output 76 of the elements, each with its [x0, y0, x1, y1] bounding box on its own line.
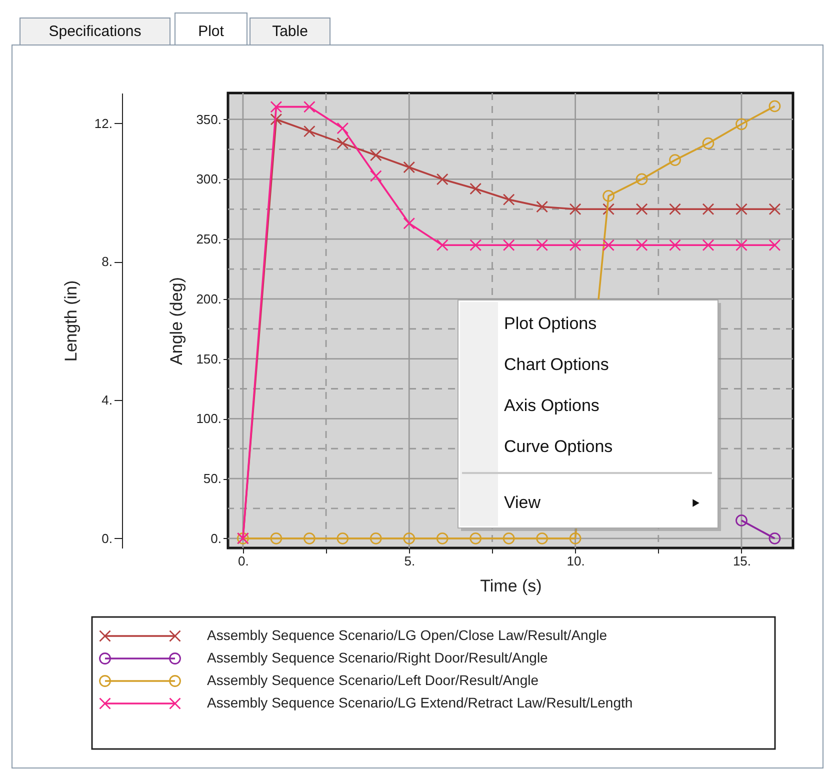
point: [768, 100, 781, 112]
point: [336, 122, 349, 134]
point: [768, 532, 781, 544]
point: [636, 173, 648, 186]
point: [602, 203, 614, 216]
point: [270, 113, 282, 126]
point: [736, 514, 748, 526]
point: [370, 149, 382, 162]
point: [736, 118, 748, 130]
text: Specifications: [48, 23, 142, 40]
y-tick-label: 150.: [196, 351, 222, 366]
point: [602, 190, 614, 202]
y-tick-label: 0.: [210, 530, 222, 546]
point: [303, 125, 316, 138]
point: [736, 203, 748, 216]
point: [536, 200, 548, 213]
point: [336, 137, 349, 150]
point: [702, 137, 714, 150]
y-tick-label: 300.: [196, 172, 222, 187]
point: [736, 239, 748, 252]
point: [436, 173, 448, 186]
point: [636, 239, 648, 252]
point: [502, 532, 515, 544]
y-tick-label: 50.: [203, 471, 222, 486]
point: [602, 239, 614, 252]
x-tick-label: 10.: [566, 554, 585, 568]
point: [370, 170, 382, 182]
x-tick-label: 0.: [238, 554, 249, 568]
point: [569, 532, 582, 544]
point: [536, 239, 548, 252]
point: [470, 182, 482, 195]
point: [270, 532, 282, 544]
legend-label: Assembly Sequence Scenario/LG Extend/Retract Law/Result/Length: [207, 694, 633, 710]
y2-tick-label: 4.: [102, 392, 112, 408]
point: [569, 239, 582, 252]
point: [502, 194, 515, 206]
y-tick-label: 100.: [196, 411, 222, 426]
point: [403, 217, 416, 230]
y-tick-label: 350.: [196, 112, 222, 127]
point: [436, 532, 448, 544]
point: [536, 532, 548, 544]
y-tick-label: 250.: [196, 232, 222, 247]
point: [768, 203, 781, 216]
point: [303, 532, 316, 544]
legend-label: Assembly Sequence Scenario/LG Open/Close Law/Result/Angle: [207, 627, 608, 643]
point: [470, 532, 482, 544]
point: [470, 239, 482, 252]
point: [669, 239, 681, 252]
point: [636, 203, 648, 216]
legend-label: Assembly Sequence Scenario/Right Door/Result/Angle: [207, 650, 548, 666]
text: Table: [272, 23, 308, 40]
y2-axis-title: Length (in): [61, 280, 80, 362]
legend-label: Assembly Sequence Scenario/Left Door/Result/Angle: [207, 672, 539, 688]
point: [702, 239, 714, 252]
point: [303, 100, 316, 113]
x-tick-label: 15.: [732, 554, 752, 568]
y-axis-title: Angle (deg): [167, 277, 186, 365]
point: [702, 203, 714, 216]
point: [502, 239, 515, 252]
point: [436, 239, 448, 252]
y2-tick-label: 12.: [94, 116, 112, 131]
point: [403, 532, 416, 544]
x-tick-label: 5.: [404, 554, 416, 568]
point: [569, 203, 582, 216]
point: [768, 239, 781, 252]
y-tick-label: 200.: [196, 291, 222, 306]
point: [336, 532, 349, 544]
point: [270, 100, 282, 113]
x-axis-title: Time (s): [480, 576, 542, 596]
text: Plot: [198, 23, 225, 40]
point: [669, 203, 681, 216]
point: [403, 161, 416, 174]
y2-tick-label: 0.: [102, 530, 112, 546]
y2-tick-label: 8.: [102, 254, 112, 270]
point: [370, 532, 382, 544]
point: [669, 154, 681, 166]
